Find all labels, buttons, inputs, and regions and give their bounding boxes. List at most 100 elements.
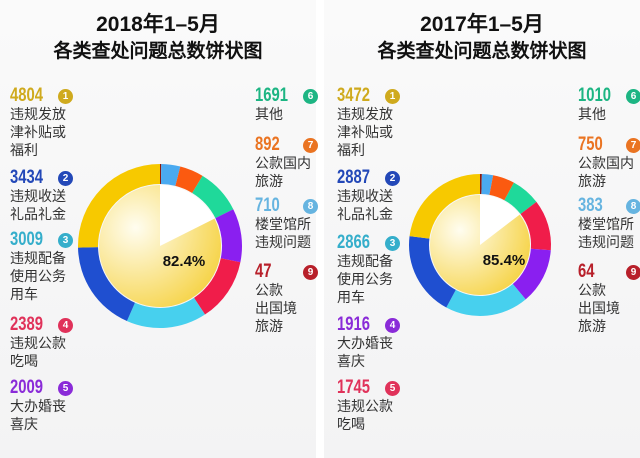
legend-label: 出国境	[578, 301, 620, 317]
legend-label: 礼品礼金	[337, 207, 393, 223]
legend-label: 违规收送	[337, 189, 393, 205]
donut-slice-1	[409, 174, 480, 239]
legend-item-6: 1010 6 其他	[578, 85, 640, 124]
legend-item-8: 710 8 楼堂馆所 违规问题	[255, 195, 335, 252]
legend-item-1: 4804 1 违规发放津补贴或福利	[10, 85, 90, 160]
legend-value-row: 750 7	[578, 134, 640, 155]
legend-value: 1916	[337, 314, 370, 335]
pie-share-slice	[98, 185, 222, 307]
legend-label: 礼品礼金	[10, 207, 66, 223]
chart-subtitle: 各类查处问题总数饼状图	[53, 40, 263, 62]
legend-label: 津补贴或	[10, 125, 66, 141]
legend-label: 大办婚丧	[10, 399, 66, 415]
legend-item-5: 1745 5 违规公款 吃喝	[337, 377, 417, 434]
legend-label: 公款	[578, 283, 606, 299]
rank-badge: 8	[626, 198, 640, 214]
pie-remainder-slice	[160, 185, 215, 246]
donut-slice-3	[126, 297, 205, 328]
rank-badge: 6	[303, 88, 318, 104]
legend-item-2: 2887 2 违规收送礼品礼金	[337, 167, 417, 224]
donut-slice-2	[409, 236, 456, 308]
legend-label: 其他	[578, 107, 606, 123]
rank-badge: 6	[626, 88, 640, 104]
legend-label: 楼堂馆所	[255, 217, 311, 233]
legend-value-row: 3472 1	[337, 85, 417, 106]
rank-badge: 2	[58, 170, 73, 186]
chart-panel-2018: 2018年1–5月 各类查处问题总数饼状图 4804 1 违规发放津补贴或福利 343…	[0, 0, 318, 458]
legend-item-3: 3009 3 违规配备 使用公务 用车	[10, 229, 90, 304]
center-percentage: 82.4%	[163, 253, 206, 270]
donut-slice-7	[489, 175, 514, 201]
rank-badge: 1	[58, 88, 73, 104]
legend-value: 47	[255, 261, 272, 282]
donut-slice-9	[480, 174, 482, 195]
legend-value-row: 2009 5	[10, 377, 90, 398]
legend-value: 2866	[337, 232, 370, 253]
legend-label: 违规发放	[10, 107, 66, 123]
legend-label: 福利	[10, 143, 38, 159]
rank-badge: 9	[626, 264, 640, 280]
legend-value-row: 47 9	[255, 261, 335, 282]
legend-value-row: 2887 2	[337, 167, 417, 188]
legend-item-1: 3472 1 违规发放 津补贴或 福利	[337, 85, 417, 160]
legend-item-4: 2389 4 违规公款 吃喝	[10, 314, 90, 371]
donut-slice-8	[160, 164, 181, 186]
donut-slice-5	[215, 209, 242, 263]
rank-badge: 9	[303, 264, 318, 280]
center-percentage: 85.4%	[483, 252, 526, 269]
legend-value: 3434	[10, 167, 43, 188]
legend-value: 3472	[337, 85, 370, 106]
legend-label: 出国境	[255, 301, 297, 317]
legend-value: 2389	[10, 314, 43, 335]
legend-label: 大办婚丧	[337, 336, 393, 352]
rank-badge: 1	[385, 88, 400, 104]
legend-label: 违规问题	[578, 235, 634, 251]
donut-slice-1	[78, 164, 160, 248]
donut-chart: 82.4%	[78, 164, 242, 328]
legend-label: 旅游	[255, 174, 283, 190]
rank-badge: 7	[626, 137, 640, 153]
chart-title: 2017年1–5月	[420, 13, 544, 36]
legend-label: 使用公务	[10, 269, 66, 285]
legend-value: 3009	[10, 229, 43, 250]
legend-item-3: 2866 3 违规配备 使用公务 用车	[337, 232, 417, 307]
legend-label: 公款	[255, 283, 283, 299]
chart-panel-2017: 2017年1–5月 各类查处问题总数饼状图 3472 1 违规发放 津补贴或 福利 288…	[324, 0, 640, 458]
legend-label: 喜庆	[337, 354, 365, 370]
legend-label: 违规公款	[337, 399, 393, 415]
donut-slice-6	[504, 182, 537, 215]
donut-slice-5	[520, 201, 551, 251]
donut-slice-8	[481, 174, 494, 195]
legend-value-row: 383 8	[578, 195, 640, 216]
legend-value: 892	[255, 134, 280, 155]
legend-label: 旅游	[578, 319, 606, 335]
legend-value-row: 1010 6	[578, 85, 640, 106]
rank-badge: 3	[385, 235, 400, 251]
chart-subtitle: 各类查处问题总数饼状图	[377, 40, 587, 62]
legend-label: 吃喝	[337, 417, 365, 433]
legend-value-row: 3434 2	[10, 167, 90, 188]
legend-value: 64	[578, 261, 595, 282]
legend-value: 710	[255, 195, 280, 216]
legend-value-row: 64 9	[578, 261, 640, 282]
legend-item-6: 1691 6 其他	[255, 85, 335, 124]
rank-badge: 8	[303, 198, 318, 214]
legend-label: 楼堂馆所	[578, 217, 634, 233]
legend-label: 违规公款	[10, 336, 66, 352]
legend-value: 1010	[578, 85, 611, 106]
chart-title: 2018年1–5月	[96, 13, 220, 36]
legend-label: 旅游	[578, 174, 606, 190]
legend-label: 喜庆	[10, 417, 38, 433]
legend-item-5: 2009 5 大办婚丧喜庆	[10, 377, 90, 434]
legend-label: 福利	[337, 143, 365, 159]
donut-slice-7	[175, 166, 203, 194]
legend-item-8: 383 8 楼堂馆所违规问题	[578, 195, 640, 252]
donut-slice-4	[194, 258, 241, 315]
legend-label: 公款国内	[255, 156, 311, 172]
legend-value: 2887	[337, 167, 370, 188]
legend-item-7: 750 7 公款国内 旅游	[578, 134, 640, 191]
legend-value-row: 4804 1	[10, 85, 90, 106]
legend-value: 383	[578, 195, 603, 216]
donut-slice-6	[192, 175, 234, 219]
legend-value-row: 2389 4	[10, 314, 90, 335]
